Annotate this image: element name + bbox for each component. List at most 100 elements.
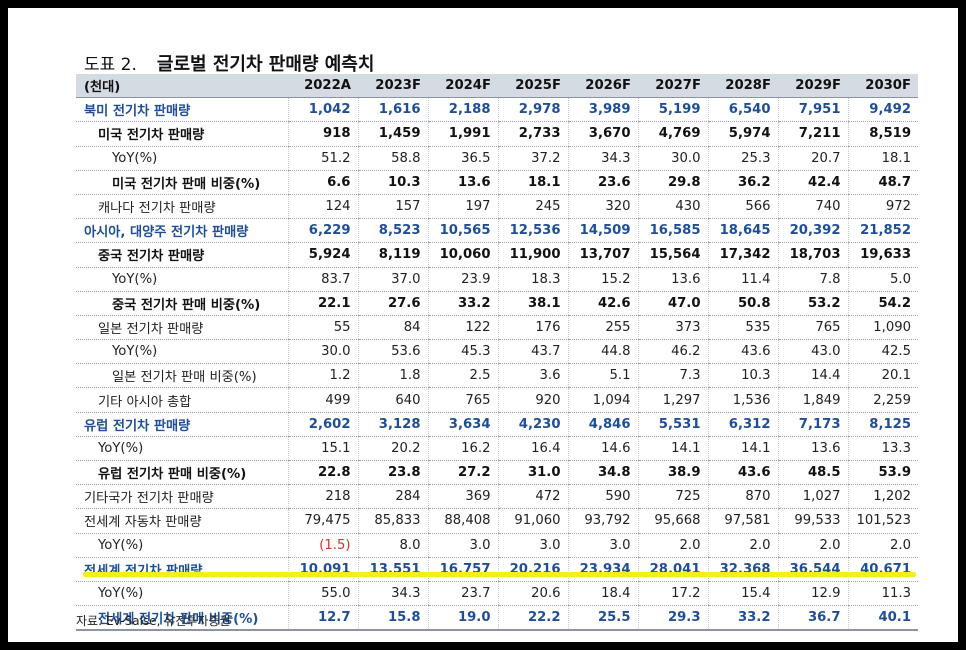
table-cell: 15.1 [287,436,358,462]
table-cell: 18,703 [777,242,848,268]
table-cell: 18.1 [497,170,568,195]
table-body: 북미 전기차 판매량 1,042 1,616 2,188 2,978 3,989 5,199… [76,97,918,632]
table-cell: 15,564 [637,242,708,268]
table-cell: 3.6 [497,363,568,389]
table-cell: 33.2 [707,605,778,632]
table-cell: 245 [497,194,568,220]
table-cell: 42.6 [567,291,638,316]
column-header: 2028F [708,74,778,99]
table-cell: 7.8 [777,267,848,292]
table-cell: 10,091 [287,557,358,582]
table-cell: 3,128 [357,412,428,437]
table-cell: 20.2 [357,436,428,462]
table-cell: 14,509 [567,218,638,244]
table-cell: 22.8 [287,460,358,486]
table-cell: 5,199 [637,97,708,123]
table-cell: 1,090 [847,315,918,341]
table-cell: 11.3 [847,581,918,607]
table-cell: 99,533 [777,508,848,534]
table-cell: 101,523 [847,508,918,534]
table-cell: 430 [637,194,708,220]
figure-label: 도표 2. [84,55,137,75]
table-cell: 5,974 [707,121,778,147]
table-cell: 2,978 [497,97,568,123]
figure-title: 글로벌 전기차 판매량 예측치 [156,54,375,75]
table-cell: 4,769 [637,121,708,147]
table-row: 유럽 전기차 판매량 2,602 3,128 3,634 4,230 4,846 5,531… [76,412,918,437]
table-cell: 765 [777,315,848,341]
table-cell: 16,757 [427,557,498,582]
table-cell: 20.6 [497,581,568,607]
table-row: 아시아, 대양주 전기차 판매량 6,229 8,523 10,565 12,536 14… [76,218,918,244]
table-cell: 43.6 [707,339,778,365]
row-label: YoY(%) [76,339,288,365]
column-header: 2030F [848,74,918,99]
table-cell: 1,849 [777,387,848,413]
row-label: YoY(%) [76,436,288,462]
table-cell: 40.1 [847,605,918,632]
table-cell: 8.0 [357,533,428,558]
table-cell: 765 [427,387,498,413]
ev-sales-table: (천대) 2022A 2023F 2024F 2025F 2026F 2027F 2028F… [76,74,918,632]
table-cell: 255 [567,315,638,341]
table-cell: 8,523 [357,218,428,244]
table-row: 미국 전기차 판매량 918 1,459 1,991 2,733 3,670 4,769 5,… [76,121,918,147]
row-label: 기타국가 전기차 판매량 [76,484,288,510]
table-cell: 22.1 [287,291,358,316]
table-cell: 12.7 [287,605,358,632]
table-cell: 13.6 [777,436,848,462]
table-cell: 1.8 [357,363,428,389]
table-cell: 535 [707,315,778,341]
row-label: YoY(%) [76,581,288,607]
highlighter-mark [83,572,916,577]
table-cell: 55 [287,315,358,341]
table-cell: 157 [357,194,428,220]
table-cell: 32,368 [707,557,778,582]
table-cell: 13.3 [847,436,918,462]
table-cell: 8,519 [847,121,918,147]
table-cell: 2.0 [847,533,918,558]
table-cell: 45.3 [427,339,498,365]
table-cell: 19.0 [427,605,498,632]
row-label: 전세계 전기차 판매 비중(%) [76,605,288,632]
table-cell: 47.0 [637,291,708,316]
table-cell: 566 [707,194,778,220]
table-cell: 8,119 [357,242,428,268]
row-label: 중국 전기차 판매 비중(%) [76,291,288,316]
table-cell: 38.1 [497,291,568,316]
row-label: YoY(%) [76,146,288,171]
table-cell: 4,230 [497,412,568,437]
table-cell: 14.1 [637,436,708,462]
table-cell: 23.7 [427,581,498,607]
table-cell: 48.7 [847,170,918,195]
column-header: 2026F [568,74,638,99]
table-cell: 10,060 [427,242,498,268]
table-cell: 21,852 [847,218,918,244]
table-cell: 369 [427,484,498,510]
row-label: 일본 전기차 판매 비중(%) [76,363,288,389]
table-cell: 373 [637,315,708,341]
row-label: YoY(%) [76,267,288,292]
column-header: 2023F [358,74,428,99]
row-label: 일본 전기차 판매량 [76,315,288,341]
table-cell: 4,846 [567,412,638,437]
table-cell: 36.2 [707,170,778,195]
table-cell: 14.1 [707,436,778,462]
table-cell: 23.8 [357,460,428,486]
row-label: 아시아, 대양주 전기차 판매량 [76,218,288,244]
table-cell: 12,536 [497,218,568,244]
table-cell: 79,475 [287,508,358,534]
row-label: YoY(%) [76,533,288,558]
table-cell: 3.0 [427,533,498,558]
table-cell: 53.6 [357,339,428,365]
table-cell: 42.5 [847,339,918,365]
table-cell: 36.7 [777,605,848,632]
table-row: YoY(%) 83.7 37.0 23.9 18.3 15.2 13.6 11.4 7.8 5.0 [76,267,918,292]
unit-header: (천대) [76,74,288,99]
table-cell: 11.4 [707,267,778,292]
table-cell: 1,297 [637,387,708,413]
table-cell: 19,633 [847,242,918,268]
table-cell: 5.1 [567,363,638,389]
table-cell: 725 [637,484,708,510]
column-header: 2027F [638,74,708,99]
